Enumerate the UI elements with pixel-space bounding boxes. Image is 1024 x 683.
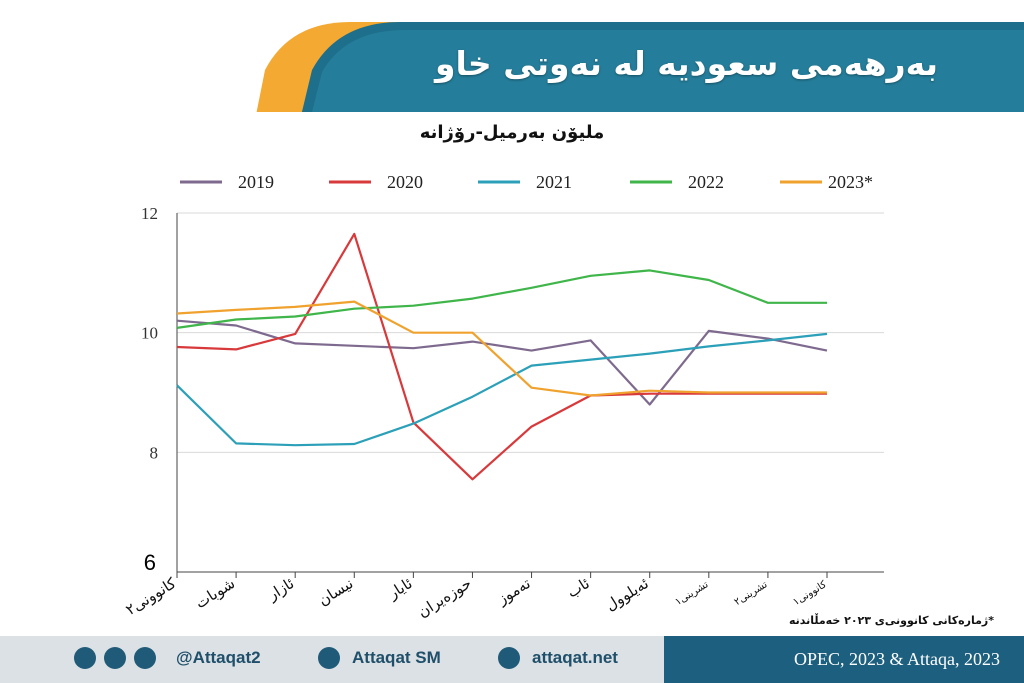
x-tick-label: کانوونی٢: [122, 574, 179, 619]
x-tick-label: کانوونی١: [791, 579, 828, 608]
legend-label-2023: 2023*: [828, 172, 873, 192]
chart-unit-label: ملیۆن بەرمیل-رۆژانە: [419, 122, 605, 143]
instagram-icon[interactable]: [104, 647, 126, 669]
y-tick-label: 8: [150, 443, 159, 462]
y-tick-label: 6: [144, 550, 156, 575]
x-tick-label: نیسان: [315, 574, 356, 609]
youtube-channel[interactable]: Attaqat SM: [352, 648, 441, 667]
series-line-2019: [176, 319, 828, 406]
footnote: *ژمارەکانی کانوونی‌ی ٢٠٢٣ خەمڵاندنە: [788, 614, 994, 627]
legend-label-2022: 2022: [688, 172, 724, 192]
x-tick-label: ئاب: [564, 574, 593, 601]
x-tick-label: تشرینی٢: [733, 579, 770, 608]
legend-label-2020: 2020: [387, 172, 423, 192]
page-title: بەرهەمی سعودیە لە نەوتی خاو: [435, 44, 938, 83]
x-tick-label: ئەیلوول: [602, 574, 652, 614]
series-line-2022: [176, 269, 827, 329]
legend-label-2021: 2021: [536, 172, 572, 192]
social-handle[interactable]: @Attaqat2: [176, 648, 261, 667]
y-tick-label: 10: [141, 324, 158, 343]
header-shapes: [0, 22, 1024, 120]
footer-bar: @Attaqat2 Attaqat SM attaqat.net OPEC, 2…: [0, 636, 1024, 683]
series-line-2021: [176, 332, 828, 447]
x-tick-label: تەموز: [493, 574, 533, 608]
x-tick-label: حوزەیران: [414, 574, 474, 621]
x-tick-label: شوبات: [192, 574, 238, 612]
series-line-2023: [176, 300, 827, 397]
twitter-icon[interactable]: [74, 647, 96, 669]
facebook-icon[interactable]: [134, 647, 156, 669]
source-panel: OPEC, 2023 & Attaqa, 2023: [664, 636, 1024, 683]
x-tick-label: ئازار: [264, 574, 298, 604]
y-tick-label: 12: [141, 204, 158, 223]
series-line-2020: [176, 232, 827, 481]
source-text: OPEC, 2023 & Attaqa, 2023: [794, 649, 1000, 669]
legend-label-2019: 2019: [238, 172, 274, 192]
x-tick-label: تشرینی١: [673, 579, 710, 608]
website-link[interactable]: attaqat.net: [532, 648, 618, 667]
x-tick-label: ئایار: [384, 574, 415, 603]
youtube-icon[interactable]: [318, 647, 340, 669]
header-banner: بەرهەمی سعودیە لە نەوتی خاو: [0, 0, 1024, 120]
website-icon[interactable]: [498, 647, 520, 669]
